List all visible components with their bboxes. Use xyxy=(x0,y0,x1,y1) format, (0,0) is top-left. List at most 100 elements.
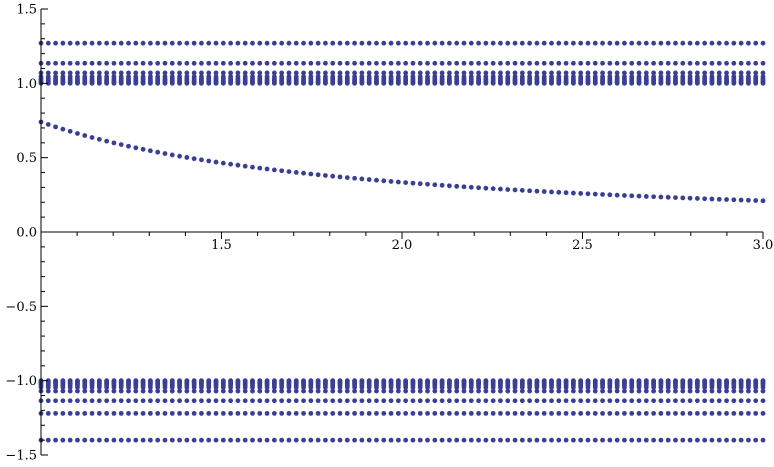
data-point xyxy=(242,60,248,66)
data-point xyxy=(344,60,350,66)
data-point xyxy=(716,410,722,416)
data-point xyxy=(454,60,460,66)
data-point xyxy=(60,60,66,66)
data-point xyxy=(381,40,387,46)
data-point xyxy=(147,384,153,390)
data-point xyxy=(614,410,620,416)
tick-labels: 1.5 2.0 2.5 3.0 1.5 1.0 0.5 0.0 −0.5 −1.0 −1.5 xyxy=(5,3,773,464)
data-point xyxy=(498,40,503,46)
data-point xyxy=(600,398,605,404)
data-point xyxy=(111,437,117,443)
data-point xyxy=(155,388,161,394)
data-point xyxy=(213,384,219,390)
data-point xyxy=(490,80,496,86)
data-point xyxy=(344,388,350,394)
data-point xyxy=(75,384,80,390)
data-point xyxy=(505,187,511,192)
data-point xyxy=(315,437,321,443)
data-point xyxy=(82,80,88,86)
data-point xyxy=(578,384,584,390)
data-point xyxy=(760,60,766,66)
data-point xyxy=(220,60,226,66)
data-point xyxy=(658,384,664,390)
data-point xyxy=(344,398,350,404)
data-point xyxy=(82,70,88,76)
data-point xyxy=(731,437,737,443)
data-point xyxy=(658,40,664,46)
data-point xyxy=(614,80,620,86)
data-point xyxy=(439,60,445,66)
data-point xyxy=(250,164,255,170)
data-point xyxy=(191,398,197,404)
data-point xyxy=(308,70,314,76)
data-point xyxy=(323,384,328,390)
data-point xyxy=(352,70,357,76)
data-point xyxy=(403,437,409,443)
data-point xyxy=(432,40,438,46)
data-point xyxy=(709,196,715,202)
data-point xyxy=(359,388,365,394)
data-point xyxy=(381,437,387,443)
data-point xyxy=(220,70,226,76)
data-point xyxy=(257,410,263,416)
data-point xyxy=(673,60,678,66)
data-point xyxy=(505,410,511,416)
data-point xyxy=(549,60,554,66)
data-point xyxy=(556,410,562,416)
data-point xyxy=(293,388,299,394)
data-point xyxy=(498,410,503,416)
data-point xyxy=(417,388,423,394)
data-point xyxy=(191,80,197,86)
data-point xyxy=(738,40,744,46)
data-point xyxy=(301,60,306,66)
data-point xyxy=(96,136,102,142)
data-point xyxy=(461,384,467,390)
data-point xyxy=(454,388,460,394)
data-point xyxy=(614,70,620,76)
data-point xyxy=(133,70,139,76)
data-point xyxy=(104,70,110,76)
data-point xyxy=(570,388,576,394)
data-point xyxy=(687,70,693,76)
data-point xyxy=(344,384,350,390)
data-point xyxy=(147,437,153,443)
data-point xyxy=(447,437,452,443)
data-point xyxy=(585,388,591,394)
data-point xyxy=(89,384,95,390)
data-point xyxy=(527,70,533,76)
data-point xyxy=(592,40,598,46)
data-point xyxy=(709,40,715,46)
data-point xyxy=(454,183,460,189)
data-point xyxy=(177,384,182,390)
data-point xyxy=(614,398,620,404)
data-point xyxy=(366,177,372,182)
data-point xyxy=(381,178,387,184)
data-point xyxy=(374,40,379,46)
data-point xyxy=(264,398,270,404)
data-point xyxy=(665,60,671,66)
data-point xyxy=(665,410,671,416)
data-point xyxy=(476,40,481,46)
data-point xyxy=(228,40,234,46)
data-point xyxy=(724,410,729,416)
data-point xyxy=(614,60,620,66)
data-point xyxy=(286,60,292,66)
data-point xyxy=(301,398,306,404)
data-point xyxy=(366,398,372,404)
data-point xyxy=(301,70,306,76)
data-point xyxy=(592,410,598,416)
data-point xyxy=(82,437,88,443)
data-point xyxy=(89,60,95,66)
data-point xyxy=(366,384,372,390)
data-point xyxy=(592,384,598,390)
x-tick-label: 3.0 xyxy=(753,238,774,253)
data-point xyxy=(235,384,241,390)
data-point xyxy=(53,384,58,390)
data-point xyxy=(395,384,401,390)
data-point xyxy=(177,410,182,416)
data-point xyxy=(374,410,379,416)
data-point xyxy=(60,40,66,46)
data-point xyxy=(337,398,343,404)
data-point xyxy=(570,384,576,390)
data-point xyxy=(519,60,525,66)
